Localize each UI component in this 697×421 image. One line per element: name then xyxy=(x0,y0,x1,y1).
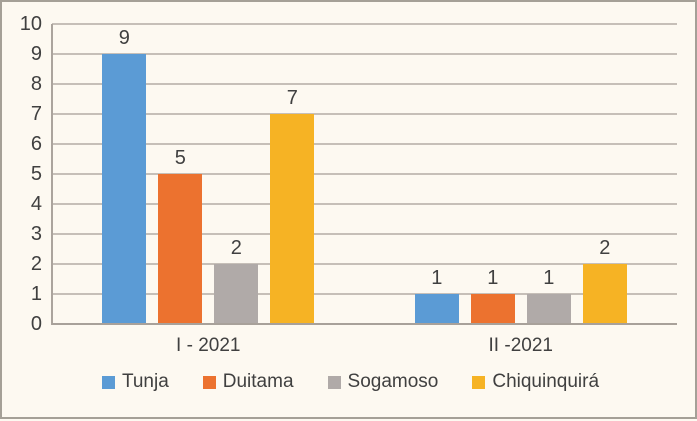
legend-label: Duitama xyxy=(222,371,294,392)
y-tick-label: 1 xyxy=(30,283,42,305)
bar-value-label: 1 xyxy=(487,267,499,289)
legend-swatch-duitama xyxy=(202,375,216,389)
gridline xyxy=(52,233,677,235)
gridline xyxy=(52,23,677,25)
gridline xyxy=(52,83,677,85)
bar-chiquinquira-ii-2021 xyxy=(582,264,627,324)
legend-item-duitama: Duitama xyxy=(202,371,294,393)
gridline xyxy=(52,203,677,205)
legend-swatch-tunja xyxy=(101,375,115,389)
y-tick-label: 8 xyxy=(30,73,42,95)
legend: Tunja Duitama Sogamoso Chiquinquirá xyxy=(2,371,697,393)
bar-value-label: 1 xyxy=(431,267,443,289)
legend-item-tunja: Tunja xyxy=(101,371,169,393)
legend-swatch-sogamoso xyxy=(327,375,341,389)
legend-label: Chiquinquirá xyxy=(492,371,600,392)
legend-label: Sogamoso xyxy=(347,371,439,392)
y-tick-label: 10 xyxy=(19,13,42,35)
bar-tunja-ii-2021 xyxy=(414,294,459,324)
gridline xyxy=(52,293,677,295)
bar-value-label: 1 xyxy=(543,267,555,289)
bar-sogamoso-i-2021 xyxy=(214,264,259,324)
bar-value-label: 2 xyxy=(599,237,611,259)
bar-duitama-ii-2021 xyxy=(470,294,515,324)
y-tick-label: 6 xyxy=(30,133,42,155)
y-tick-label: 5 xyxy=(30,163,42,185)
bar-tunja-i-2021 xyxy=(102,54,147,324)
x-axis-label-ii-2021: II -2021 xyxy=(488,335,553,356)
bar-duitama-i-2021 xyxy=(158,174,203,324)
y-tick-label: 7 xyxy=(30,103,42,125)
legend-swatch-chiquinquira xyxy=(472,375,486,389)
y-axis-line xyxy=(51,24,53,325)
bar-sogamoso-ii-2021 xyxy=(526,294,571,324)
y-tick-label: 2 xyxy=(30,253,42,275)
legend-item-chiquinquira: Chiquinquirá xyxy=(472,371,599,393)
gridline xyxy=(52,113,677,115)
gridline xyxy=(52,143,677,145)
bar-chiquinquira-i-2021 xyxy=(270,114,315,324)
y-tick-label: 4 xyxy=(30,193,42,215)
legend-label: Tunja xyxy=(121,371,169,392)
legend-item-sogamoso: Sogamoso xyxy=(327,371,439,393)
y-tick-label: 9 xyxy=(30,43,42,65)
x-axis-label-i-2021: I - 2021 xyxy=(176,335,241,356)
bar-value-label: 9 xyxy=(118,27,130,49)
y-tick-label: 3 xyxy=(30,223,42,245)
gridline xyxy=(52,173,677,175)
bar-value-label: 7 xyxy=(286,87,298,109)
gridline xyxy=(52,53,677,55)
gridline xyxy=(52,263,677,265)
x-axis-line xyxy=(52,323,677,325)
bar-value-label: 5 xyxy=(174,147,186,169)
bar-value-label: 2 xyxy=(230,237,242,259)
y-tick-label: 0 xyxy=(30,313,42,335)
